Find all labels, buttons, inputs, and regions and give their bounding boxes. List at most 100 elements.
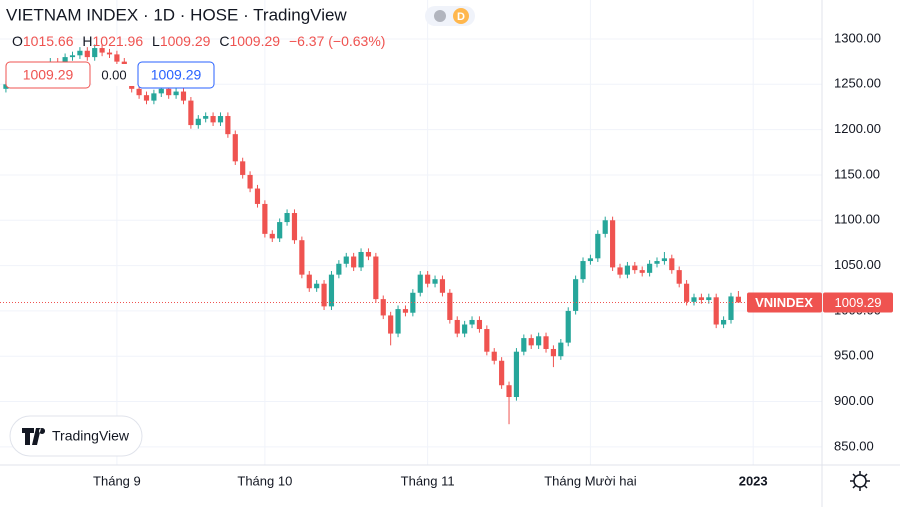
x-tick-label: Tháng 11 bbox=[401, 473, 455, 488]
candle-body bbox=[84, 50, 90, 58]
candle-body bbox=[402, 309, 409, 313]
candle-body bbox=[728, 296, 734, 320]
candle-body bbox=[365, 251, 372, 257]
chart-title: VIETNAM INDEX · 1D · HOSE · TradingView bbox=[6, 5, 347, 24]
buy-price[interactable]: 1009.29 bbox=[151, 67, 202, 83]
o-value: 1015.66 bbox=[23, 33, 74, 49]
candle-body bbox=[143, 95, 150, 101]
candle-body bbox=[343, 256, 349, 264]
candle-body bbox=[269, 233, 275, 239]
spread-bg bbox=[92, 64, 136, 86]
candle-body bbox=[654, 261, 660, 264]
candle-body bbox=[277, 222, 283, 239]
y-tick-label: 850.00 bbox=[834, 438, 874, 453]
candle-body bbox=[195, 118, 201, 126]
candle-body bbox=[521, 338, 527, 352]
h-value: 1021.96 bbox=[93, 33, 144, 49]
settings-icon-rays bbox=[850, 471, 870, 491]
candle-body bbox=[499, 360, 505, 386]
candle-body bbox=[217, 116, 224, 123]
candle-body bbox=[69, 55, 76, 58]
candle-body bbox=[669, 258, 675, 271]
candle-body bbox=[713, 297, 719, 325]
candle-body bbox=[188, 100, 194, 126]
candle-body bbox=[573, 279, 579, 311]
l-label: L bbox=[152, 33, 160, 49]
candle-body bbox=[735, 296, 741, 303]
candle-body bbox=[299, 240, 305, 275]
candle-body bbox=[321, 283, 327, 307]
watermark-logo bbox=[22, 428, 46, 445]
symbol-tag: VNINDEX bbox=[755, 295, 813, 310]
candle-body bbox=[447, 292, 453, 320]
candle-body bbox=[173, 91, 179, 96]
candle-body bbox=[92, 48, 98, 58]
candle-body bbox=[232, 134, 238, 162]
candle-body bbox=[469, 319, 475, 325]
c-label: C bbox=[219, 33, 229, 49]
candle-body bbox=[3, 84, 9, 89]
interval-dot bbox=[453, 8, 469, 24]
change: −6.37 (−0.63%) bbox=[289, 33, 386, 49]
candle-body bbox=[632, 265, 638, 271]
candle-body bbox=[395, 309, 401, 334]
candle-body bbox=[410, 292, 416, 313]
candle-body bbox=[543, 336, 549, 349]
candle-body bbox=[454, 319, 460, 334]
sell-button[interactable] bbox=[5, 61, 91, 89]
candle-body bbox=[388, 315, 394, 334]
candle-body bbox=[351, 256, 357, 268]
candle-body bbox=[513, 351, 520, 398]
y-tick-label: 1050.00 bbox=[834, 257, 881, 272]
candles bbox=[0, 44, 822, 425]
candle-body bbox=[314, 283, 320, 289]
candle-body bbox=[106, 52, 113, 55]
interval-badge: D bbox=[457, 11, 465, 23]
l-value: 1009.29 bbox=[160, 33, 211, 49]
y-tick-label: 1250.00 bbox=[834, 76, 881, 91]
candle-body bbox=[358, 251, 364, 268]
candle-body bbox=[462, 324, 468, 334]
watermark[interactable]: TradingView bbox=[52, 428, 130, 444]
candle-body bbox=[425, 274, 431, 284]
candle-body bbox=[77, 50, 83, 56]
candle-body bbox=[528, 338, 534, 346]
x-tick-label: 2023 bbox=[739, 473, 768, 488]
candle-body bbox=[580, 261, 586, 280]
o-label: O bbox=[12, 33, 23, 49]
watermark-bg[interactable] bbox=[9, 415, 143, 457]
candle-body bbox=[417, 274, 423, 293]
candle-body bbox=[439, 279, 446, 293]
symbol-tag-bg bbox=[747, 292, 822, 313]
y-tick-label: 950.00 bbox=[834, 348, 874, 363]
candle-body bbox=[240, 161, 246, 175]
candle-body bbox=[536, 336, 542, 346]
ohlc-legend: O1015.66 H1021.96 L1009.29 C1009.29 −6.3… bbox=[12, 33, 385, 49]
candle-body bbox=[676, 270, 682, 284]
h-label: H bbox=[82, 33, 92, 49]
candle-body bbox=[721, 319, 727, 325]
buy-button[interactable] bbox=[137, 61, 215, 89]
candle-body bbox=[136, 88, 142, 96]
candle-body bbox=[595, 233, 601, 259]
candle-body bbox=[565, 310, 571, 343]
x-tick-label: Tháng 9 bbox=[93, 473, 141, 488]
candle-body bbox=[661, 258, 667, 262]
c-value: 1009.29 bbox=[229, 33, 280, 49]
price-tag-bg bbox=[823, 292, 893, 313]
candle-body bbox=[225, 116, 231, 135]
candle-body bbox=[166, 88, 172, 96]
sell-price[interactable]: 1009.29 bbox=[23, 67, 74, 83]
candle-body bbox=[550, 348, 557, 357]
y-tick-label: 1300.00 bbox=[834, 30, 881, 45]
x-tick-label: Tháng 10 bbox=[237, 473, 292, 488]
candle-body bbox=[506, 385, 512, 398]
candle-body bbox=[262, 203, 268, 234]
y-tick-label: 900.00 bbox=[834, 393, 874, 408]
candle-body bbox=[610, 220, 616, 268]
spread: 0.00 bbox=[101, 67, 126, 82]
candle-body bbox=[336, 263, 342, 275]
candle-body bbox=[706, 297, 712, 301]
